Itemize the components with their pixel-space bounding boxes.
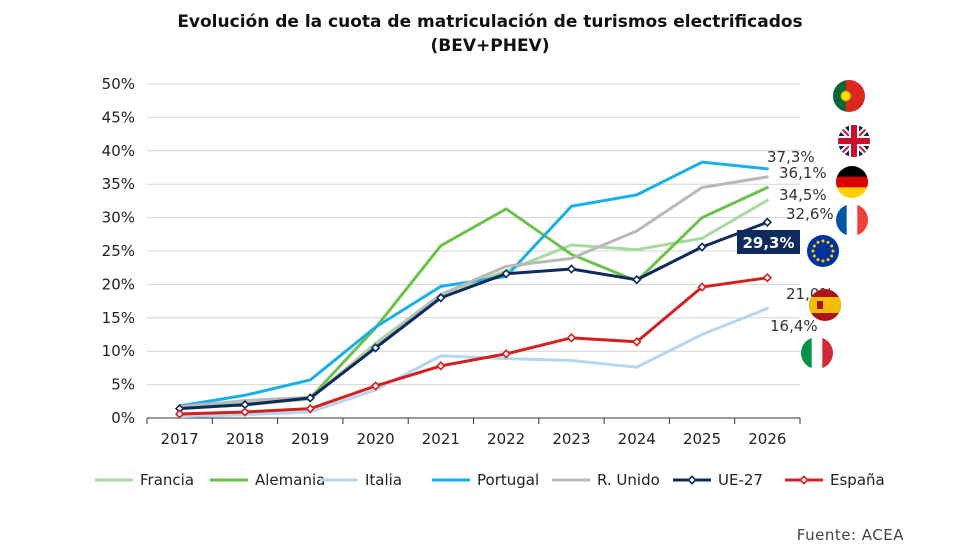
series-end-label: 16,4% bbox=[770, 317, 818, 335]
series-end-label: 36,1% bbox=[779, 164, 827, 182]
data-point-marker bbox=[501, 268, 511, 279]
germany-flag-icon bbox=[836, 166, 868, 198]
ue27-end-label-text: 29,3% bbox=[742, 234, 794, 252]
data-point-marker bbox=[436, 293, 446, 303]
data-point-marker bbox=[370, 381, 381, 391]
data-point-marker bbox=[632, 274, 642, 285]
legend-label: R. Unido bbox=[597, 471, 660, 489]
data-point-marker bbox=[305, 393, 315, 403]
legend-marker bbox=[687, 475, 697, 485]
data-point-marker bbox=[436, 361, 446, 371]
spain-flag-icon bbox=[809, 289, 841, 321]
data-point-marker bbox=[370, 343, 381, 353]
chart-title-line-2: (BEV+PHEV) bbox=[430, 36, 550, 56]
data-point-marker bbox=[762, 217, 773, 228]
x-tick-label: 2021 bbox=[422, 430, 460, 448]
x-tick-label: 2023 bbox=[552, 430, 590, 448]
series-end-label: 32,6% bbox=[786, 205, 834, 223]
data-point-marker bbox=[632, 337, 642, 347]
y-tick-label: 35% bbox=[102, 175, 135, 193]
uk-flag-icon bbox=[838, 125, 870, 157]
x-tick-label: 2018 bbox=[226, 430, 264, 448]
series-end-label: 34,5% bbox=[779, 186, 827, 204]
data-point-marker bbox=[566, 333, 577, 343]
italy-flag-icon bbox=[801, 337, 833, 369]
data-point-marker bbox=[240, 407, 250, 417]
legend-label: Italia bbox=[365, 471, 402, 489]
portugal-flag-icon bbox=[833, 80, 865, 112]
series-line-2 bbox=[178, 306, 769, 419]
source-note: Fuente: ACEA bbox=[796, 526, 904, 544]
y-tick-label: 5% bbox=[111, 376, 135, 394]
x-tick-label: 2026 bbox=[748, 430, 786, 448]
data-point-marker bbox=[501, 349, 511, 359]
chart-title: Evolución de la cuota de matriculación d… bbox=[0, 10, 980, 58]
series-line-1 bbox=[178, 186, 769, 409]
ue27-end-label-box bbox=[737, 230, 800, 254]
y-tick-label: 0% bbox=[111, 409, 135, 427]
y-tick-label: 20% bbox=[102, 275, 135, 293]
y-tick-label: 15% bbox=[102, 309, 135, 327]
x-tick-label: 2024 bbox=[618, 430, 656, 448]
series-line-6 bbox=[178, 276, 769, 416]
y-tick-label: 10% bbox=[102, 342, 135, 360]
series-end-label: 37,3% bbox=[767, 148, 815, 166]
series-line-0 bbox=[178, 198, 769, 409]
series-line-5 bbox=[178, 220, 769, 411]
legend-label: Portugal bbox=[477, 471, 539, 489]
x-tick-label: 2017 bbox=[161, 430, 199, 448]
data-point-marker bbox=[762, 272, 773, 283]
y-tick-label: 30% bbox=[102, 209, 135, 227]
x-tick-label: 2022 bbox=[487, 430, 525, 448]
y-tick-label: 50% bbox=[102, 75, 135, 93]
x-tick-label: 2020 bbox=[356, 430, 394, 448]
data-point-marker bbox=[174, 409, 185, 419]
chart-title-line-1: Evolución de la cuota de matriculación d… bbox=[177, 12, 803, 32]
y-tick-label: 40% bbox=[102, 142, 135, 160]
x-tick-label: 2019 bbox=[291, 430, 329, 448]
legend-marker bbox=[799, 475, 809, 485]
data-point-marker bbox=[697, 282, 707, 292]
legend-label: Francia bbox=[140, 471, 194, 489]
legend-label: UE-27 bbox=[718, 471, 763, 489]
ue27-end-label: 29,3% bbox=[737, 230, 800, 254]
data-point-marker bbox=[305, 403, 315, 414]
data-point-marker bbox=[697, 242, 707, 252]
france-flag-icon bbox=[836, 204, 868, 236]
legend-label: Alemania bbox=[255, 471, 325, 489]
eu-flag-icon bbox=[807, 235, 839, 267]
y-tick-label: 45% bbox=[102, 108, 135, 126]
x-tick-label: 2025 bbox=[683, 430, 721, 448]
y-tick-label: 25% bbox=[102, 242, 135, 260]
data-point-marker bbox=[566, 264, 577, 274]
legend-label: España bbox=[830, 471, 885, 489]
series-line-4 bbox=[178, 175, 769, 409]
